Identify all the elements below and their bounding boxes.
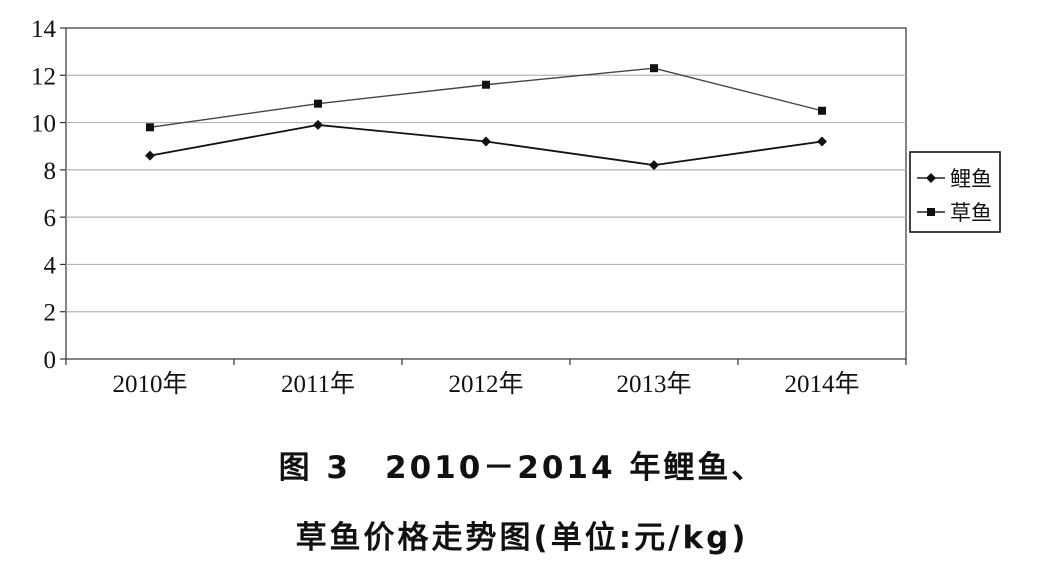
- y-tick-label-0: 0: [44, 347, 57, 374]
- y-tick-label-8: 8: [44, 158, 57, 185]
- series-1-point-4: [818, 106, 826, 115]
- legend-marker-0: [926, 173, 936, 183]
- series-1-point-1: [314, 99, 322, 108]
- series-1-point-2: [482, 80, 490, 89]
- x-tick-label-0: 2010年: [112, 370, 187, 398]
- x-tick-label-4: 2014年: [784, 370, 859, 398]
- gridlines: [66, 74, 906, 313]
- figure-caption-line-2: 草鱼价格走势图(单位:元/kg): [295, 520, 749, 556]
- legend-marker-1: [927, 208, 935, 216]
- legend-label-1: 草鱼: [950, 201, 992, 225]
- series-layer: [145, 64, 827, 171]
- x-tick-label-1: 2011年: [281, 370, 355, 398]
- series-0-point-1: [313, 119, 323, 130]
- figure-caption-line-1: 图 3 2010－2014 年鲤鱼、: [278, 450, 766, 486]
- legend-label-0: 鲤鱼: [950, 167, 992, 191]
- legend-box: [909, 151, 1001, 233]
- series-0-point-3: [649, 160, 659, 171]
- x-tick-label-2: 2012年: [448, 370, 523, 398]
- line-chart: 0 2 4 6 8 10 12 14 2010年 2011年 2012年 2013年 2014年 鲤鱼…: [31, 16, 1001, 398]
- series-0-point-0: [145, 150, 155, 161]
- y-axis-ticks: 0 2 4 6 8 10 12 14: [31, 16, 66, 374]
- plot-area: [65, 27, 907, 360]
- series-1-point-0: [146, 123, 154, 132]
- y-tick-label-6: 6: [44, 205, 57, 232]
- series-0-point-4: [817, 136, 827, 147]
- x-axis-ticks: 2010年 2011年 2012年 2013年 2014年: [65, 359, 907, 398]
- y-tick-label-2: 2: [44, 300, 57, 327]
- x-tick-label-3: 2013年: [616, 370, 691, 398]
- series-1-point-3: [650, 64, 658, 73]
- series-0-point-2: [481, 136, 491, 147]
- y-tick-label-4: 4: [44, 252, 57, 279]
- y-tick-label-14: 14: [31, 16, 57, 43]
- y-tick-label-12: 12: [31, 63, 56, 90]
- y-tick-label-10: 10: [31, 111, 56, 138]
